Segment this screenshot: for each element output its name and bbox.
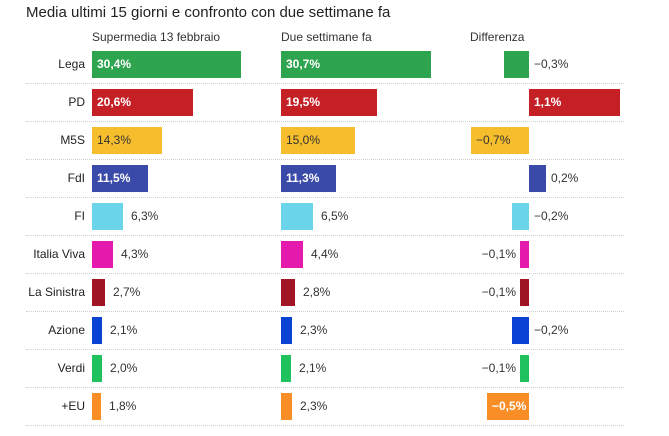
- row-separator: [26, 121, 624, 122]
- bar-current: [92, 393, 101, 420]
- bar-difference: [520, 355, 529, 382]
- value-label-previous: 15,0%: [286, 133, 321, 147]
- bar-difference: [487, 393, 529, 420]
- value-label-difference: −0,1%: [481, 361, 516, 375]
- value-label-current: 4,3%: [121, 247, 149, 261]
- value-label-previous: 2,3%: [300, 323, 328, 337]
- bar-current: [92, 127, 162, 154]
- value-label-current: 2,1%: [110, 323, 138, 337]
- bar-current: [92, 317, 102, 344]
- category-label: Azione: [48, 323, 85, 337]
- value-label-difference: −0,2%: [534, 323, 569, 337]
- category-label: M5S: [60, 133, 85, 147]
- bar-current: [92, 279, 105, 306]
- bar-current: [92, 355, 102, 382]
- bar-previous: [281, 317, 292, 344]
- value-label-difference: 0,2%: [551, 171, 579, 185]
- bar-previous: [281, 279, 295, 306]
- value-label-current: 2,7%: [113, 285, 141, 299]
- bar-previous: [281, 393, 292, 420]
- row-separator: [26, 273, 624, 274]
- bar-difference: [471, 127, 529, 154]
- value-label-current: 2,0%: [110, 361, 138, 375]
- category-label: FdI: [67, 171, 85, 185]
- bar-previous: [281, 241, 303, 268]
- chart-title: Media ultimi 15 giorni e confronto con d…: [26, 4, 391, 21]
- row-separator: [26, 197, 624, 198]
- category-label: Italia Viva: [33, 247, 85, 261]
- value-label-difference: −0,3%: [534, 57, 569, 71]
- row-separator: [26, 311, 624, 312]
- row-separator: [26, 425, 624, 426]
- bar-current: [92, 241, 113, 268]
- row-separator: [26, 235, 624, 236]
- bar-difference: [512, 203, 529, 230]
- bar-difference: [520, 241, 529, 268]
- bar-previous: [281, 355, 291, 382]
- category-label: La Sinistra: [28, 285, 85, 299]
- value-label-current: 20,6%: [97, 95, 132, 109]
- bar-current: [92, 51, 241, 78]
- category-label: +EU: [61, 399, 85, 413]
- column-header-difference: Differenza: [470, 30, 525, 44]
- bar-previous: [281, 165, 336, 192]
- category-label: FI: [74, 209, 85, 223]
- row-separator: [26, 349, 624, 350]
- value-label-previous: 2,8%: [303, 285, 331, 299]
- bar-difference: [520, 279, 529, 306]
- bar-difference: [529, 165, 546, 192]
- bar-difference: [529, 89, 620, 116]
- bar-current: [92, 165, 148, 192]
- column-header-current: Supermedia 13 febbraio: [92, 30, 221, 44]
- value-label-previous: 2,1%: [299, 361, 327, 375]
- category-label: Lega: [58, 57, 85, 71]
- value-label-previous: 19,5%: [286, 95, 321, 109]
- value-label-current: 30,4%: [97, 57, 132, 71]
- value-label-current: 14,3%: [97, 133, 132, 147]
- bar-difference: [512, 317, 529, 344]
- bar-previous: [281, 203, 313, 230]
- value-label-current: 11,5%: [97, 171, 131, 185]
- bar-difference: [504, 51, 529, 78]
- category-label: PD: [68, 95, 85, 109]
- row-separator: [26, 387, 624, 388]
- value-label-previous: 11,3%: [286, 171, 320, 185]
- bar-current: [92, 203, 123, 230]
- value-label-difference: −0,1%: [481, 285, 516, 299]
- bar-previous: [281, 127, 355, 154]
- value-label-previous: 6,5%: [321, 209, 349, 223]
- category-label: Verdi: [57, 361, 85, 375]
- value-label-difference: −0,2%: [534, 209, 569, 223]
- value-label-previous: 2,3%: [300, 399, 328, 413]
- value-label-difference: −0,5%: [492, 399, 527, 413]
- bar-previous: [281, 89, 377, 116]
- value-label-current: 1,8%: [109, 399, 137, 413]
- row-separator: [26, 83, 624, 84]
- value-label-difference: −0,7%: [476, 133, 511, 147]
- bar-current: [92, 89, 193, 116]
- column-header-previous: Due settimane fa: [281, 30, 372, 44]
- value-label-difference: −0,1%: [481, 247, 516, 261]
- value-label-previous: 4,4%: [311, 247, 339, 261]
- value-label-previous: 30,7%: [286, 57, 321, 71]
- value-label-difference: 1,1%: [534, 95, 562, 109]
- bar-previous: [281, 51, 431, 78]
- row-separator: [26, 159, 624, 160]
- value-label-current: 6,3%: [131, 209, 159, 223]
